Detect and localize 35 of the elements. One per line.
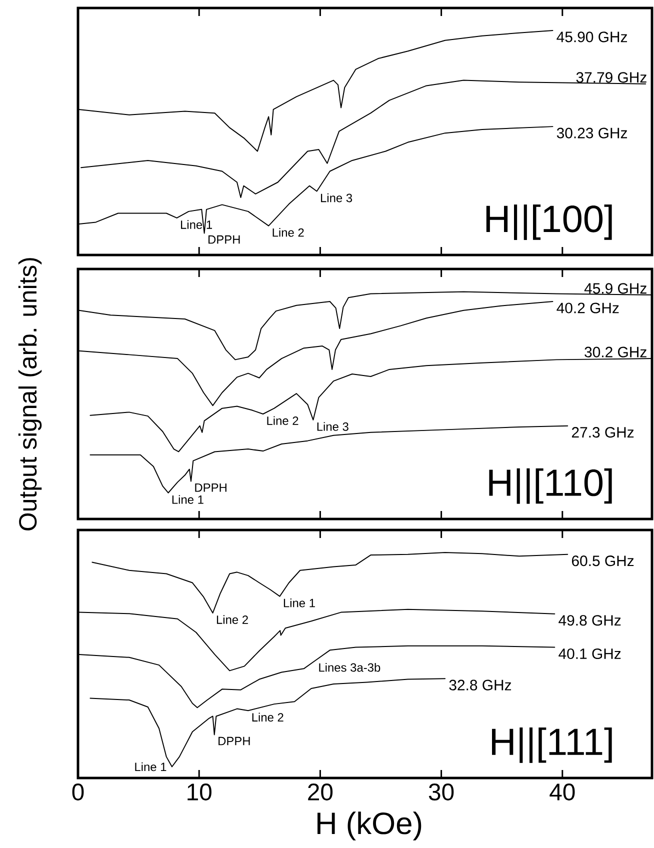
annotation: Line 2 bbox=[216, 615, 248, 624]
annotation: H||[111] bbox=[492, 727, 612, 763]
annotation: Line 1 bbox=[284, 598, 315, 608]
x-tick-label: 20 bbox=[308, 784, 333, 800]
annotation: Lines 3a-3b bbox=[319, 662, 380, 672]
annotation: Line 1 bbox=[181, 220, 212, 229]
x-axis-title: H (kOe) bbox=[318, 812, 422, 840]
series-label: 40.2 GHz bbox=[556, 302, 619, 314]
series-label: 27.3 GHz bbox=[572, 427, 634, 438]
legend-label: 45.90 GHz bbox=[556, 32, 627, 42]
series-label: 45.9 GHz bbox=[584, 283, 646, 294]
series-label: 30.2 GHz bbox=[584, 346, 646, 358]
annotation: Line 2 bbox=[267, 416, 298, 425]
legend-label: 60.5 GHz bbox=[572, 556, 634, 566]
x-tick-label: 0 bbox=[72, 784, 84, 800]
x-tick-label: 10 bbox=[188, 784, 212, 800]
annotation: Line 3 bbox=[317, 422, 348, 431]
annotation: Line 1 bbox=[172, 495, 204, 504]
annotation: H||[100] bbox=[486, 204, 612, 240]
annotation: DPPH bbox=[218, 736, 250, 746]
annotation: Line 3 bbox=[320, 193, 352, 202]
series-label: 40.1 GHz bbox=[558, 648, 621, 660]
series-label: 32.8 GHz bbox=[449, 680, 512, 690]
series-label: 30.23 GHz bbox=[556, 128, 627, 138]
x-tick-label: 40 bbox=[550, 784, 575, 800]
x-tick-label: 30 bbox=[428, 784, 454, 800]
annotation: DPPH bbox=[208, 235, 240, 244]
annotation: Line 2 bbox=[272, 228, 304, 237]
annotation: H||[110] bbox=[489, 468, 612, 504]
series-label: 37.79 GHz bbox=[576, 72, 646, 83]
annotation: Line 2 bbox=[252, 712, 284, 722]
annotation: Line 1 bbox=[135, 762, 166, 772]
series-label: 49.8 GHz bbox=[558, 615, 621, 626]
annotation: DPPH bbox=[195, 483, 226, 492]
y-axis-title: Output signal (arb. units) bbox=[18, 258, 42, 530]
